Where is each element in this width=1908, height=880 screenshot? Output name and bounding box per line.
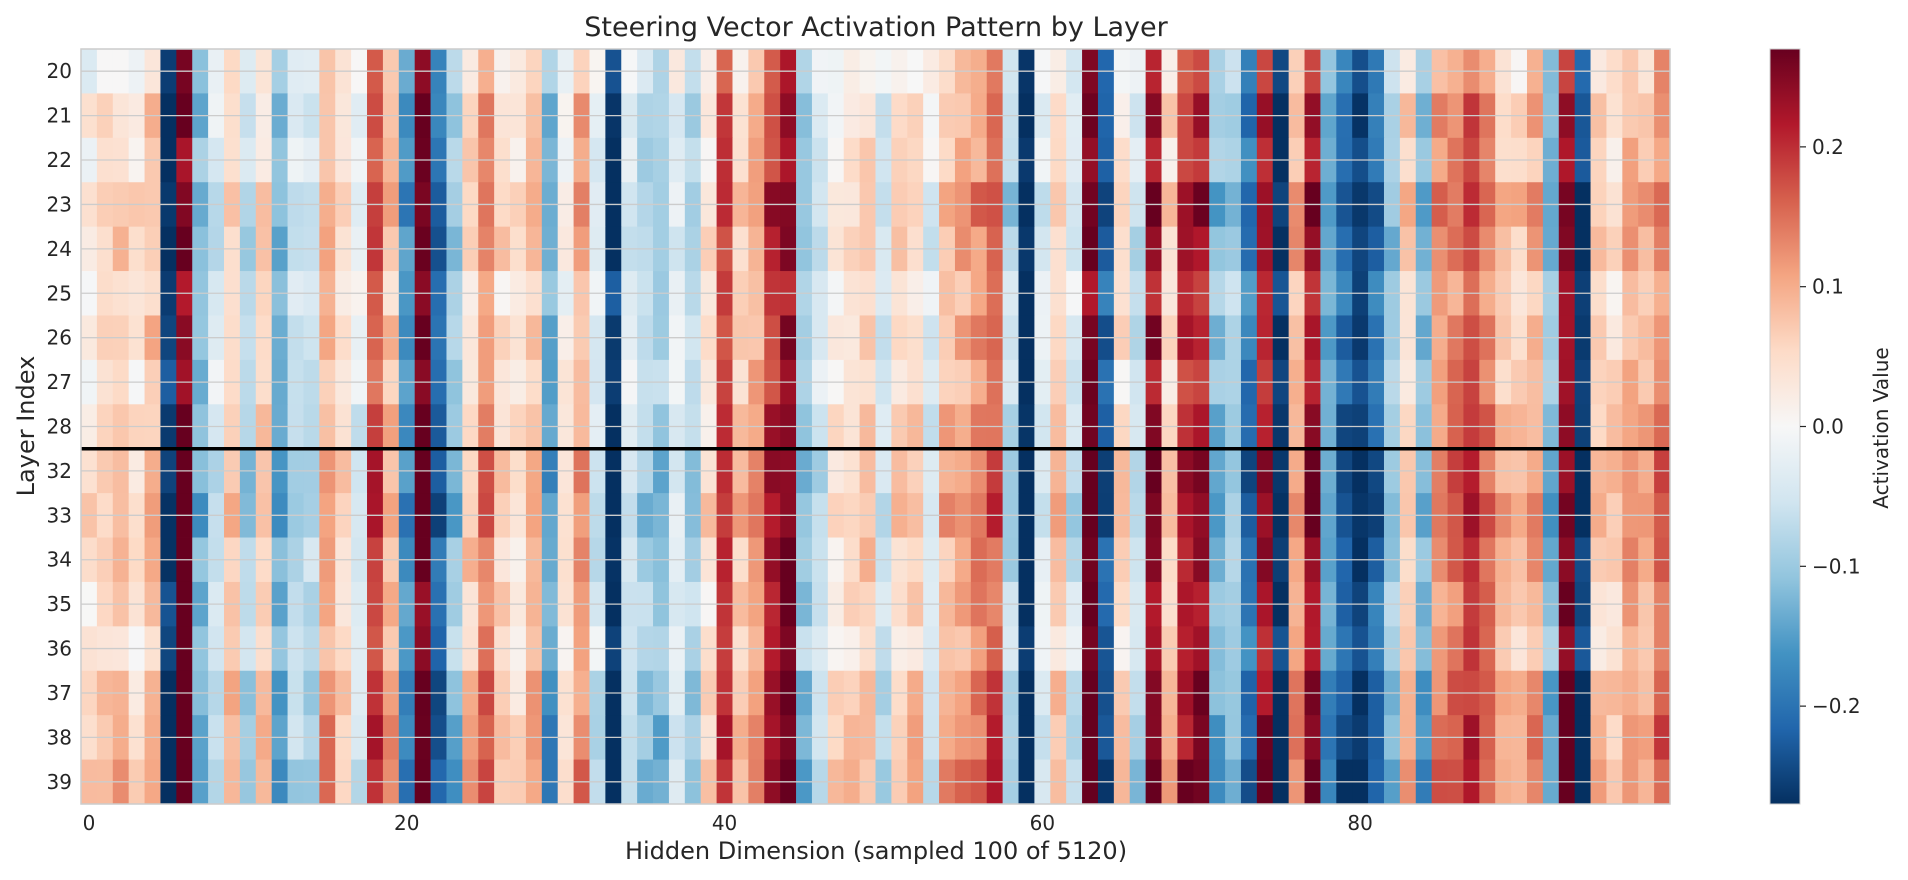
- colorbar-ticks: −0.2 −0.1 0.0 0.1 0.2: [1800, 135, 1861, 718]
- y-tick-label: 28: [47, 415, 72, 439]
- y-tick-label: 33: [47, 503, 72, 527]
- y-tick-label: 39: [47, 770, 72, 794]
- colorbar-tick-label: 0.2: [1812, 135, 1844, 159]
- colorbar: [1769, 48, 1801, 805]
- y-tick-label: 24: [47, 237, 72, 261]
- colorbar-tick-label: −0.2: [1812, 694, 1861, 718]
- y-tick-label: 37: [47, 681, 72, 705]
- y-tick-label: 20: [47, 59, 72, 83]
- horizontal-gridlines: [81, 70, 1670, 783]
- x-tick-label: 60: [1030, 811, 1055, 835]
- y-tick-label: 23: [47, 192, 72, 216]
- x-tick-label: 40: [712, 811, 737, 835]
- y-tick-label: 32: [47, 459, 72, 483]
- colorbar-tick-label: −0.1: [1812, 554, 1861, 578]
- y-tick-label: 38: [47, 725, 72, 749]
- x-tick-label: 80: [1347, 811, 1372, 835]
- y-tick-label: 34: [47, 548, 72, 572]
- x-axis-label: Hidden Dimension (sampled 100 of 5120): [625, 837, 1127, 865]
- y-axis-label: Layer Index: [12, 356, 40, 497]
- plot-frame: [80, 48, 1671, 805]
- x-tick-label: 0: [83, 811, 96, 835]
- y-tick-label: 25: [47, 281, 72, 305]
- y-tick-labels: 20 21 22 23 24 25 26 27 28 32 33 34 35 36 37 38 39: [47, 59, 72, 794]
- colorbar-tick-label: 0.0: [1812, 415, 1844, 439]
- x-tick-label: 20: [394, 811, 419, 835]
- y-tick-label: 27: [47, 370, 72, 394]
- y-tick-label: 21: [47, 104, 72, 128]
- y-tick-label: 35: [47, 592, 72, 616]
- colorbar-label: Activation Value: [1869, 347, 1893, 508]
- y-tick-label: 26: [47, 326, 72, 350]
- y-tick-label: 22: [47, 148, 72, 172]
- y-tick-label: 36: [47, 637, 72, 661]
- chart-title: Steering Vector Activation Pattern by La…: [584, 12, 1168, 43]
- colorbar-tick-label: 0.1: [1812, 275, 1844, 299]
- x-tick-labels: 0 20 40 60 80: [83, 811, 1373, 835]
